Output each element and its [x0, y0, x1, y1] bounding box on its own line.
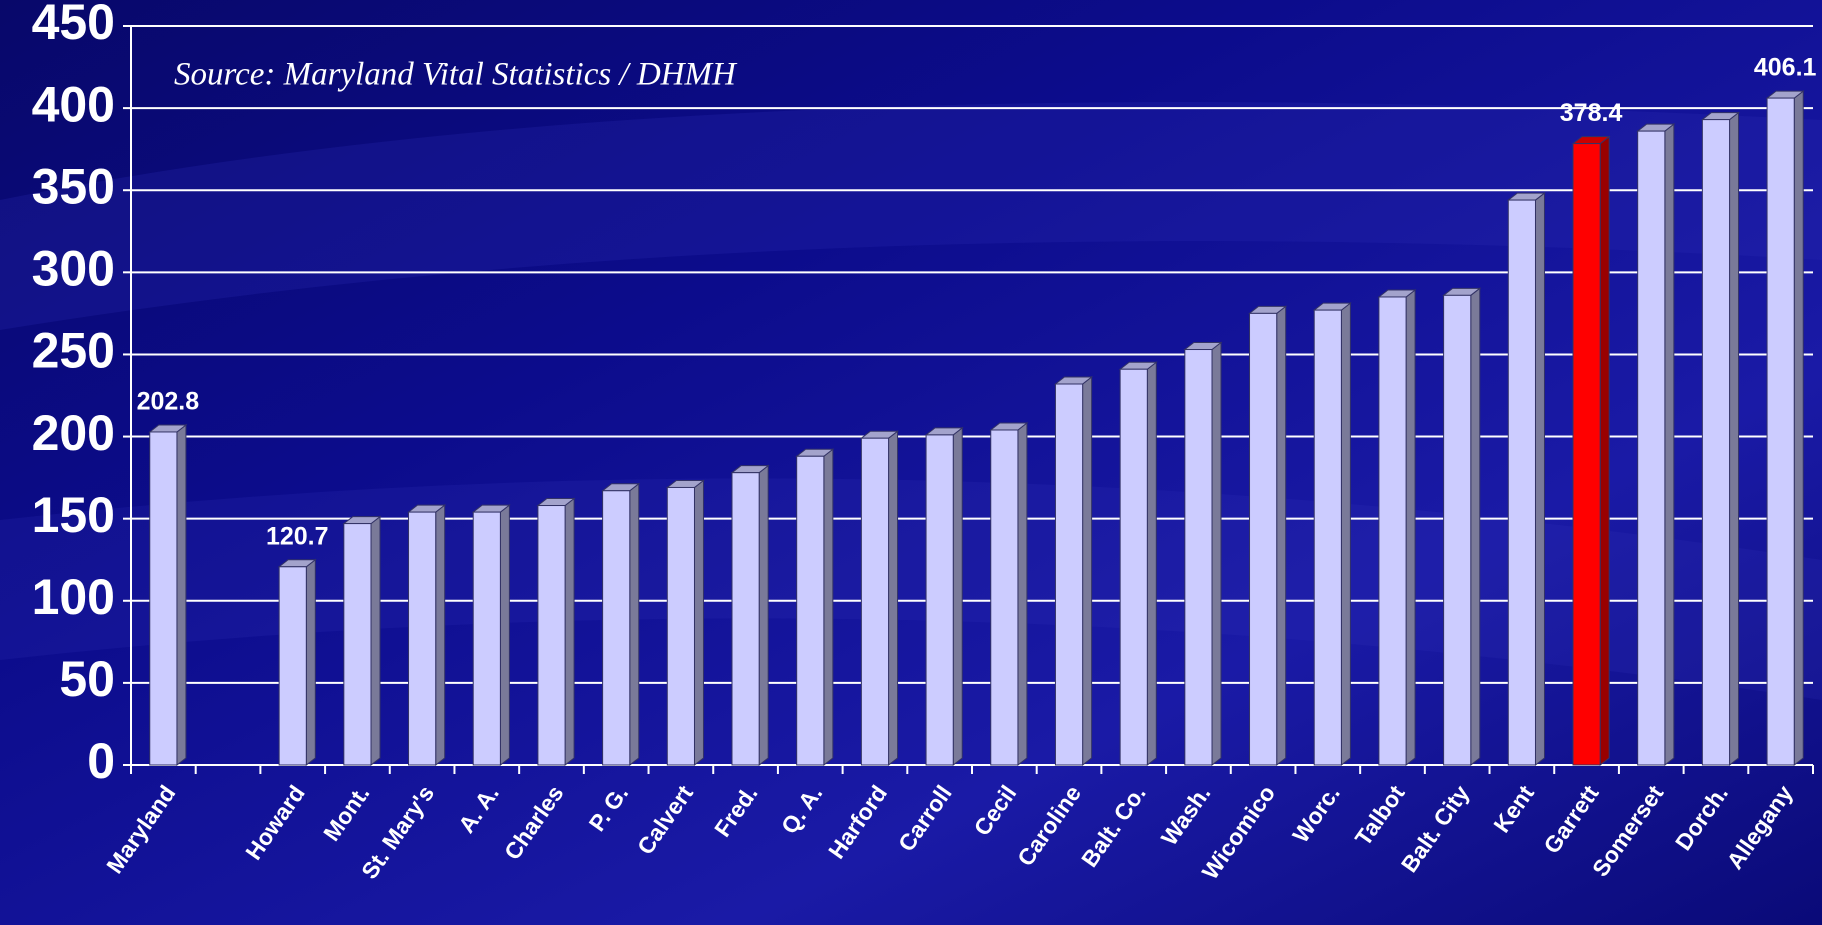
value-label: 120.7 — [266, 522, 329, 550]
bar — [925, 434, 954, 766]
bar — [731, 472, 760, 766]
bar — [796, 455, 825, 766]
value-label: 406.1 — [1754, 54, 1817, 82]
y-tick-label: 350 — [32, 158, 115, 214]
bar-side — [1729, 111, 1740, 767]
bar — [343, 523, 372, 766]
bar-side — [1211, 341, 1222, 767]
background-swirl — [0, 478, 1822, 700]
bar-side — [629, 482, 640, 767]
bar — [472, 511, 501, 766]
bar-side — [952, 426, 963, 767]
bar-side — [1146, 361, 1157, 767]
bar-side — [888, 430, 899, 767]
bar-side — [305, 558, 316, 767]
background-swirl — [0, 102, 1822, 330]
y-tick-label: 250 — [32, 323, 115, 379]
bar — [990, 429, 1019, 766]
y-tick-label: 450 — [32, 0, 115, 50]
bar — [1443, 294, 1472, 766]
source-annotation: Source: Maryland Vital Statistics / DHMH — [174, 57, 738, 93]
bar-side — [1405, 288, 1416, 767]
bar-side — [823, 448, 834, 767]
bar — [1766, 97, 1795, 766]
y-tick-label: 300 — [32, 241, 115, 297]
bar-side — [1276, 305, 1287, 767]
bar — [602, 490, 631, 766]
y-tick-label: 50 — [59, 651, 115, 707]
bar — [408, 511, 437, 766]
bar — [1054, 383, 1084, 766]
value-label: 202.8 — [137, 388, 200, 416]
y-tick-label: 150 — [32, 487, 115, 543]
bar — [278, 566, 307, 766]
bar — [1378, 296, 1407, 766]
bar — [1572, 143, 1601, 766]
bar-side — [758, 464, 769, 767]
bar — [149, 431, 178, 766]
bar-side — [1664, 123, 1675, 767]
y-tick-label: 0 — [87, 733, 115, 789]
bar — [1637, 130, 1666, 766]
bar — [537, 505, 566, 766]
bar-side — [1599, 135, 1610, 767]
bar-side — [370, 515, 381, 767]
value-label: 378.4 — [1560, 99, 1623, 127]
bar — [666, 486, 695, 766]
bar — [1313, 309, 1342, 766]
y-tick-label: 100 — [32, 569, 115, 625]
y-tick-label: 400 — [32, 76, 115, 132]
bar-side — [693, 479, 704, 767]
bar — [1701, 119, 1731, 766]
bar — [1249, 312, 1278, 766]
y-tick-label: 200 — [32, 405, 115, 461]
bar-side — [564, 497, 575, 767]
bar — [860, 437, 890, 766]
bar — [1119, 368, 1148, 766]
bar — [1507, 199, 1536, 766]
bar-side — [1340, 302, 1351, 767]
bar-side — [1017, 421, 1028, 767]
bar-side — [1470, 287, 1481, 767]
bar-side — [1793, 90, 1804, 767]
bar-side — [1082, 375, 1093, 767]
bar-side — [499, 504, 510, 767]
bar-side — [1534, 192, 1545, 767]
bar-side — [435, 504, 446, 767]
bar-side — [176, 423, 187, 767]
bar — [1184, 349, 1213, 766]
